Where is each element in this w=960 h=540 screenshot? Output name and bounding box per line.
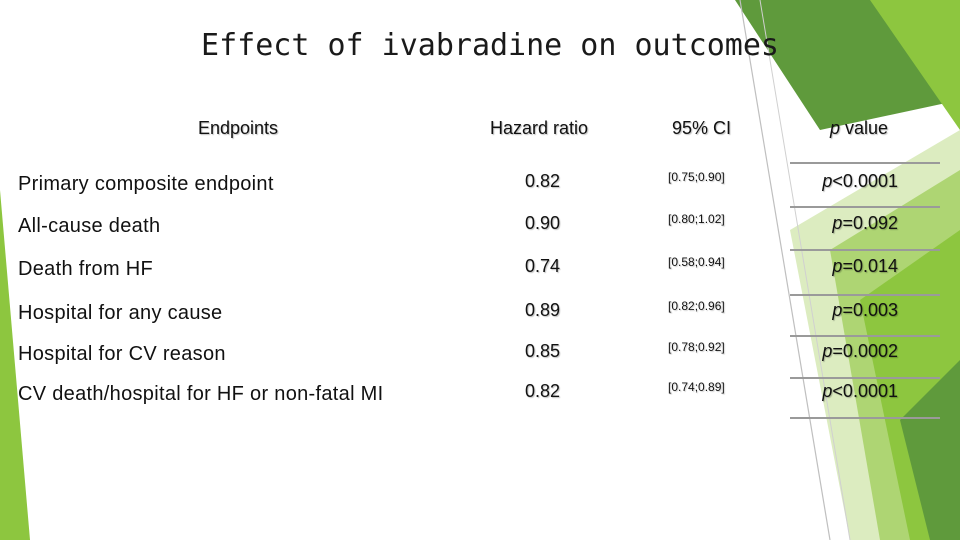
row-divider — [790, 249, 940, 251]
table-row: All-cause death 0.90 [0.80;1.02] p=0.092 — [0, 207, 960, 237]
right-top-green-panel — [870, 0, 960, 130]
p-rest: =0.003 — [842, 300, 898, 320]
endpoint-cell: CV death/hospital for HF or non-fatal MI — [18, 383, 384, 405]
p-value-cell: p=0.003 — [832, 300, 898, 321]
header-p-rest: value — [840, 118, 889, 138]
hazard-ratio-cell: 0.89 — [525, 300, 561, 320]
ci-cell: [0.78;0.92] — [668, 340, 725, 354]
p-italic: p — [832, 213, 843, 233]
ci-cell: [0.58;0.94] — [668, 255, 725, 269]
p-value-cell: p=0.092 — [832, 213, 898, 234]
row-divider — [790, 377, 940, 379]
endpoint-cell: Hospital for any cause — [18, 302, 223, 324]
header-ci: 95% CI — [672, 118, 732, 138]
header-endpoints: Endpoints — [198, 118, 279, 138]
row-divider — [790, 206, 940, 208]
p-italic: p — [822, 171, 833, 191]
table-row: CV death/hospital for HF or non-fatal MI… — [0, 375, 960, 405]
p-rest: =0.014 — [842, 256, 898, 276]
hazard-ratio-cell: 0.74 — [525, 256, 561, 276]
p-value-cell: p<0.0001 — [822, 171, 898, 192]
endpoint-cell: All-cause death — [18, 215, 161, 237]
p-rest: =0.092 — [842, 213, 898, 233]
table-row: Hospital for any cause 0.89 [0.82;0.96] … — [0, 294, 960, 324]
diagonal-line-1 — [739, 0, 831, 540]
p-italic: p — [822, 341, 833, 361]
diagonal-line-2 — [759, 0, 851, 540]
ci-cell: [0.82;0.96] — [668, 299, 725, 313]
header-p-value: p value — [830, 118, 888, 139]
hazard-ratio-cell: 0.82 — [525, 171, 561, 191]
table-row: Hospital for CV reason 0.85 [0.78;0.92] … — [0, 335, 960, 365]
endpoint-cell: Primary composite endpoint — [18, 173, 274, 195]
table-row: Death from HF 0.74 [0.58;0.94] p=0.014 — [0, 250, 960, 280]
ci-cell: [0.74;0.89] — [668, 380, 725, 394]
hazard-ratio-cell: 0.90 — [525, 213, 561, 233]
p-value-cell: p=0.014 — [832, 256, 898, 277]
row-divider — [790, 417, 940, 419]
p-value-cell: p<0.0001 — [822, 381, 898, 402]
endpoint-cell: Hospital for CV reason — [18, 343, 226, 365]
endpoint-cell: Death from HF — [18, 258, 154, 280]
row-divider — [790, 294, 940, 296]
header-p-italic: p — [830, 118, 841, 138]
header-hazard-ratio: Hazard ratio — [490, 118, 589, 138]
slide-title: Effect of ivabradine on outcomes — [201, 28, 779, 63]
ci-cell: [0.75;0.90] — [668, 170, 725, 184]
p-italic: p — [822, 381, 833, 401]
row-divider — [790, 335, 940, 337]
table-row: Primary composite endpoint 0.82 [0.75;0.… — [0, 165, 960, 195]
left-green-accent — [0, 190, 30, 540]
ci-cell: [0.80;1.02] — [668, 212, 725, 226]
right-bottom-dark-panel — [900, 360, 960, 540]
hazard-ratio-cell: 0.85 — [525, 341, 561, 361]
p-value-cell: p=0.0002 — [822, 341, 898, 362]
hazard-ratio-cell: 0.82 — [525, 381, 561, 401]
p-italic: p — [832, 256, 843, 276]
p-rest: <0.0001 — [832, 381, 898, 401]
p-rest: =0.0002 — [832, 341, 898, 361]
p-rest: <0.0001 — [832, 171, 898, 191]
row-divider — [790, 162, 940, 164]
p-italic: p — [832, 300, 843, 320]
